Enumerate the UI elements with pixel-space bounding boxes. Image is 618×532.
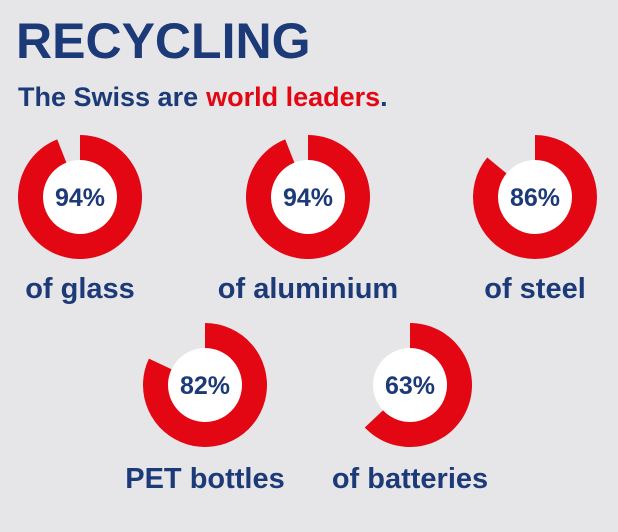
value-label: 86% xyxy=(510,184,560,212)
chart-title: RECYCLING xyxy=(16,13,310,69)
donut-center xyxy=(373,348,447,422)
category-label: of aluminium xyxy=(218,273,398,305)
value-label: 63% xyxy=(385,372,435,400)
value-label: 94% xyxy=(55,184,105,212)
donut-arc xyxy=(245,135,370,259)
donut-arc xyxy=(364,323,472,447)
donut-arc xyxy=(142,323,267,447)
donut-center xyxy=(271,160,345,234)
category-label: of steel xyxy=(484,273,586,305)
category-label: of glass xyxy=(25,273,135,305)
donut-center xyxy=(168,348,242,422)
value-label: 82% xyxy=(180,372,230,400)
donut-arc xyxy=(18,135,142,259)
subtitle-part: The Swiss are xyxy=(18,82,198,112)
donut-arc xyxy=(473,135,598,259)
donut-center xyxy=(498,160,572,234)
category-label: of batteries xyxy=(332,463,488,495)
value-label: 94% xyxy=(283,184,333,212)
subtitle-part: . xyxy=(380,82,388,112)
donut-center xyxy=(43,160,117,234)
category-label: PET bottles xyxy=(125,463,285,495)
subtitle-part: world leaders xyxy=(205,82,380,112)
subtitle: The Swiss are world leaders. xyxy=(18,82,388,112)
